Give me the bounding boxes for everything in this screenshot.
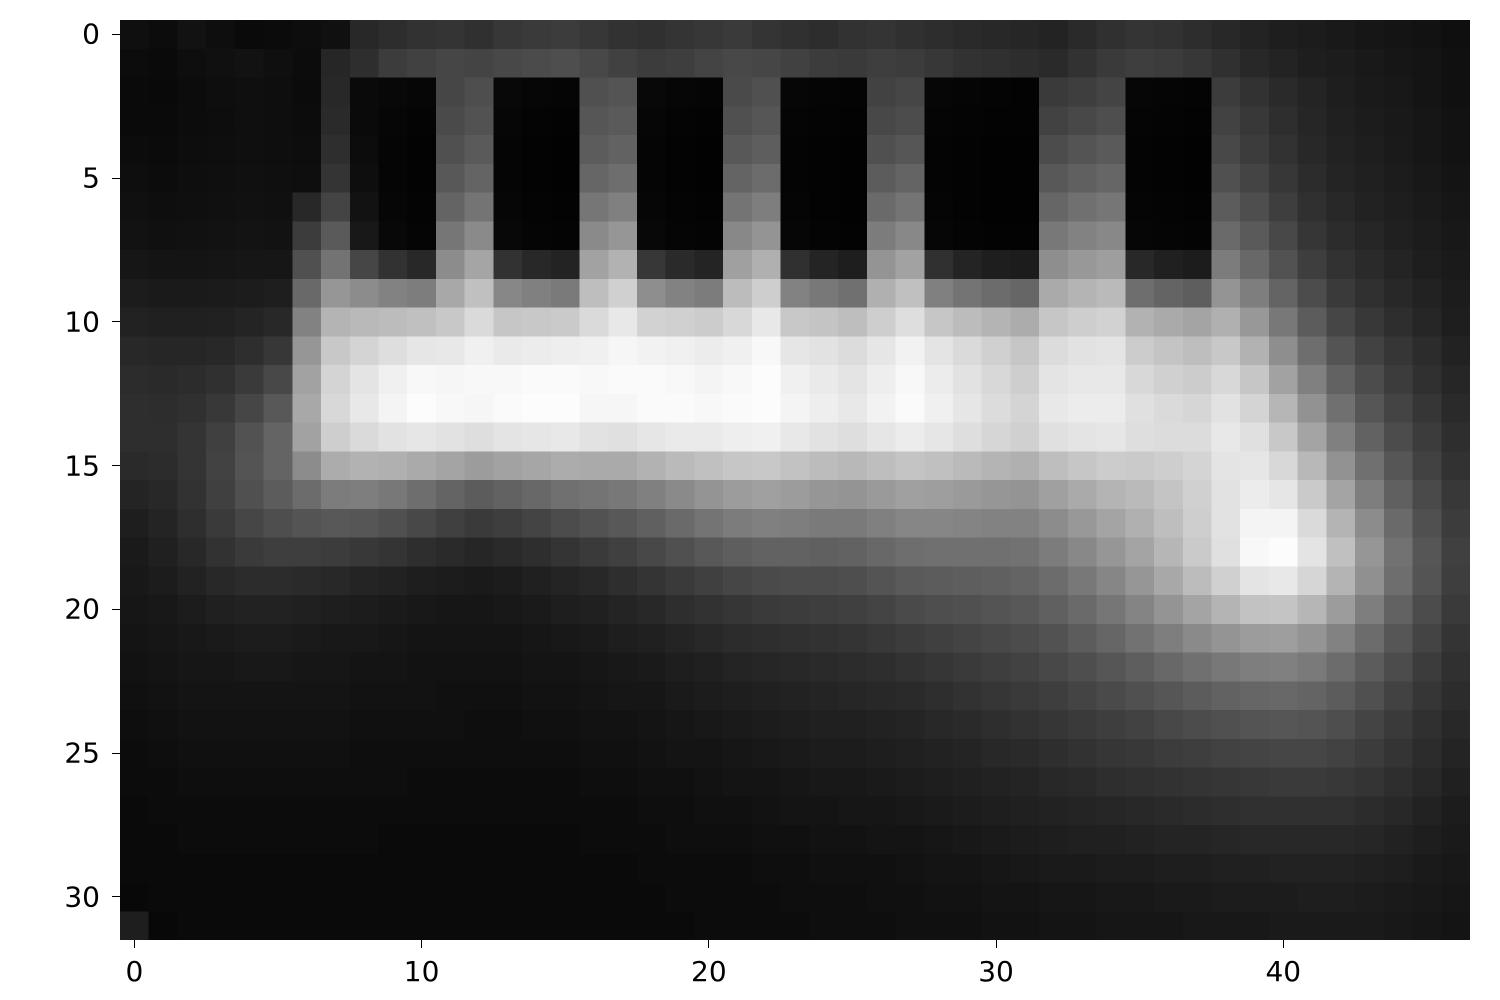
x-tick-label: 0 xyxy=(125,955,143,988)
y-tick xyxy=(112,34,120,35)
y-tick xyxy=(112,609,120,610)
y-tick-label: 20 xyxy=(64,593,100,626)
y-tick-label: 10 xyxy=(64,305,100,338)
heatmap xyxy=(120,20,1470,940)
x-tick-label: 20 xyxy=(691,955,727,988)
y-tick xyxy=(112,178,120,179)
y-tick xyxy=(112,896,120,897)
y-tick-label: 0 xyxy=(82,18,100,51)
y-tick xyxy=(112,465,120,466)
y-tick-label: 5 xyxy=(82,162,100,195)
y-tick xyxy=(112,753,120,754)
y-tick-label: 25 xyxy=(64,737,100,770)
x-tick xyxy=(1283,940,1284,948)
x-tick-label: 30 xyxy=(978,955,1014,988)
y-tick xyxy=(112,321,120,322)
y-tick-label: 15 xyxy=(64,449,100,482)
x-tick xyxy=(996,940,997,948)
x-tick xyxy=(708,940,709,948)
x-tick xyxy=(421,940,422,948)
figure: 0 10 20 30 40 0 5 10 15 20 25 30 xyxy=(0,0,1500,1000)
x-tick xyxy=(134,940,135,948)
axes: 010203040051015202530 xyxy=(120,20,1470,940)
x-tick-label: 40 xyxy=(1265,955,1301,988)
x-tick-label: 10 xyxy=(404,955,440,988)
y-tick-label: 30 xyxy=(64,880,100,913)
